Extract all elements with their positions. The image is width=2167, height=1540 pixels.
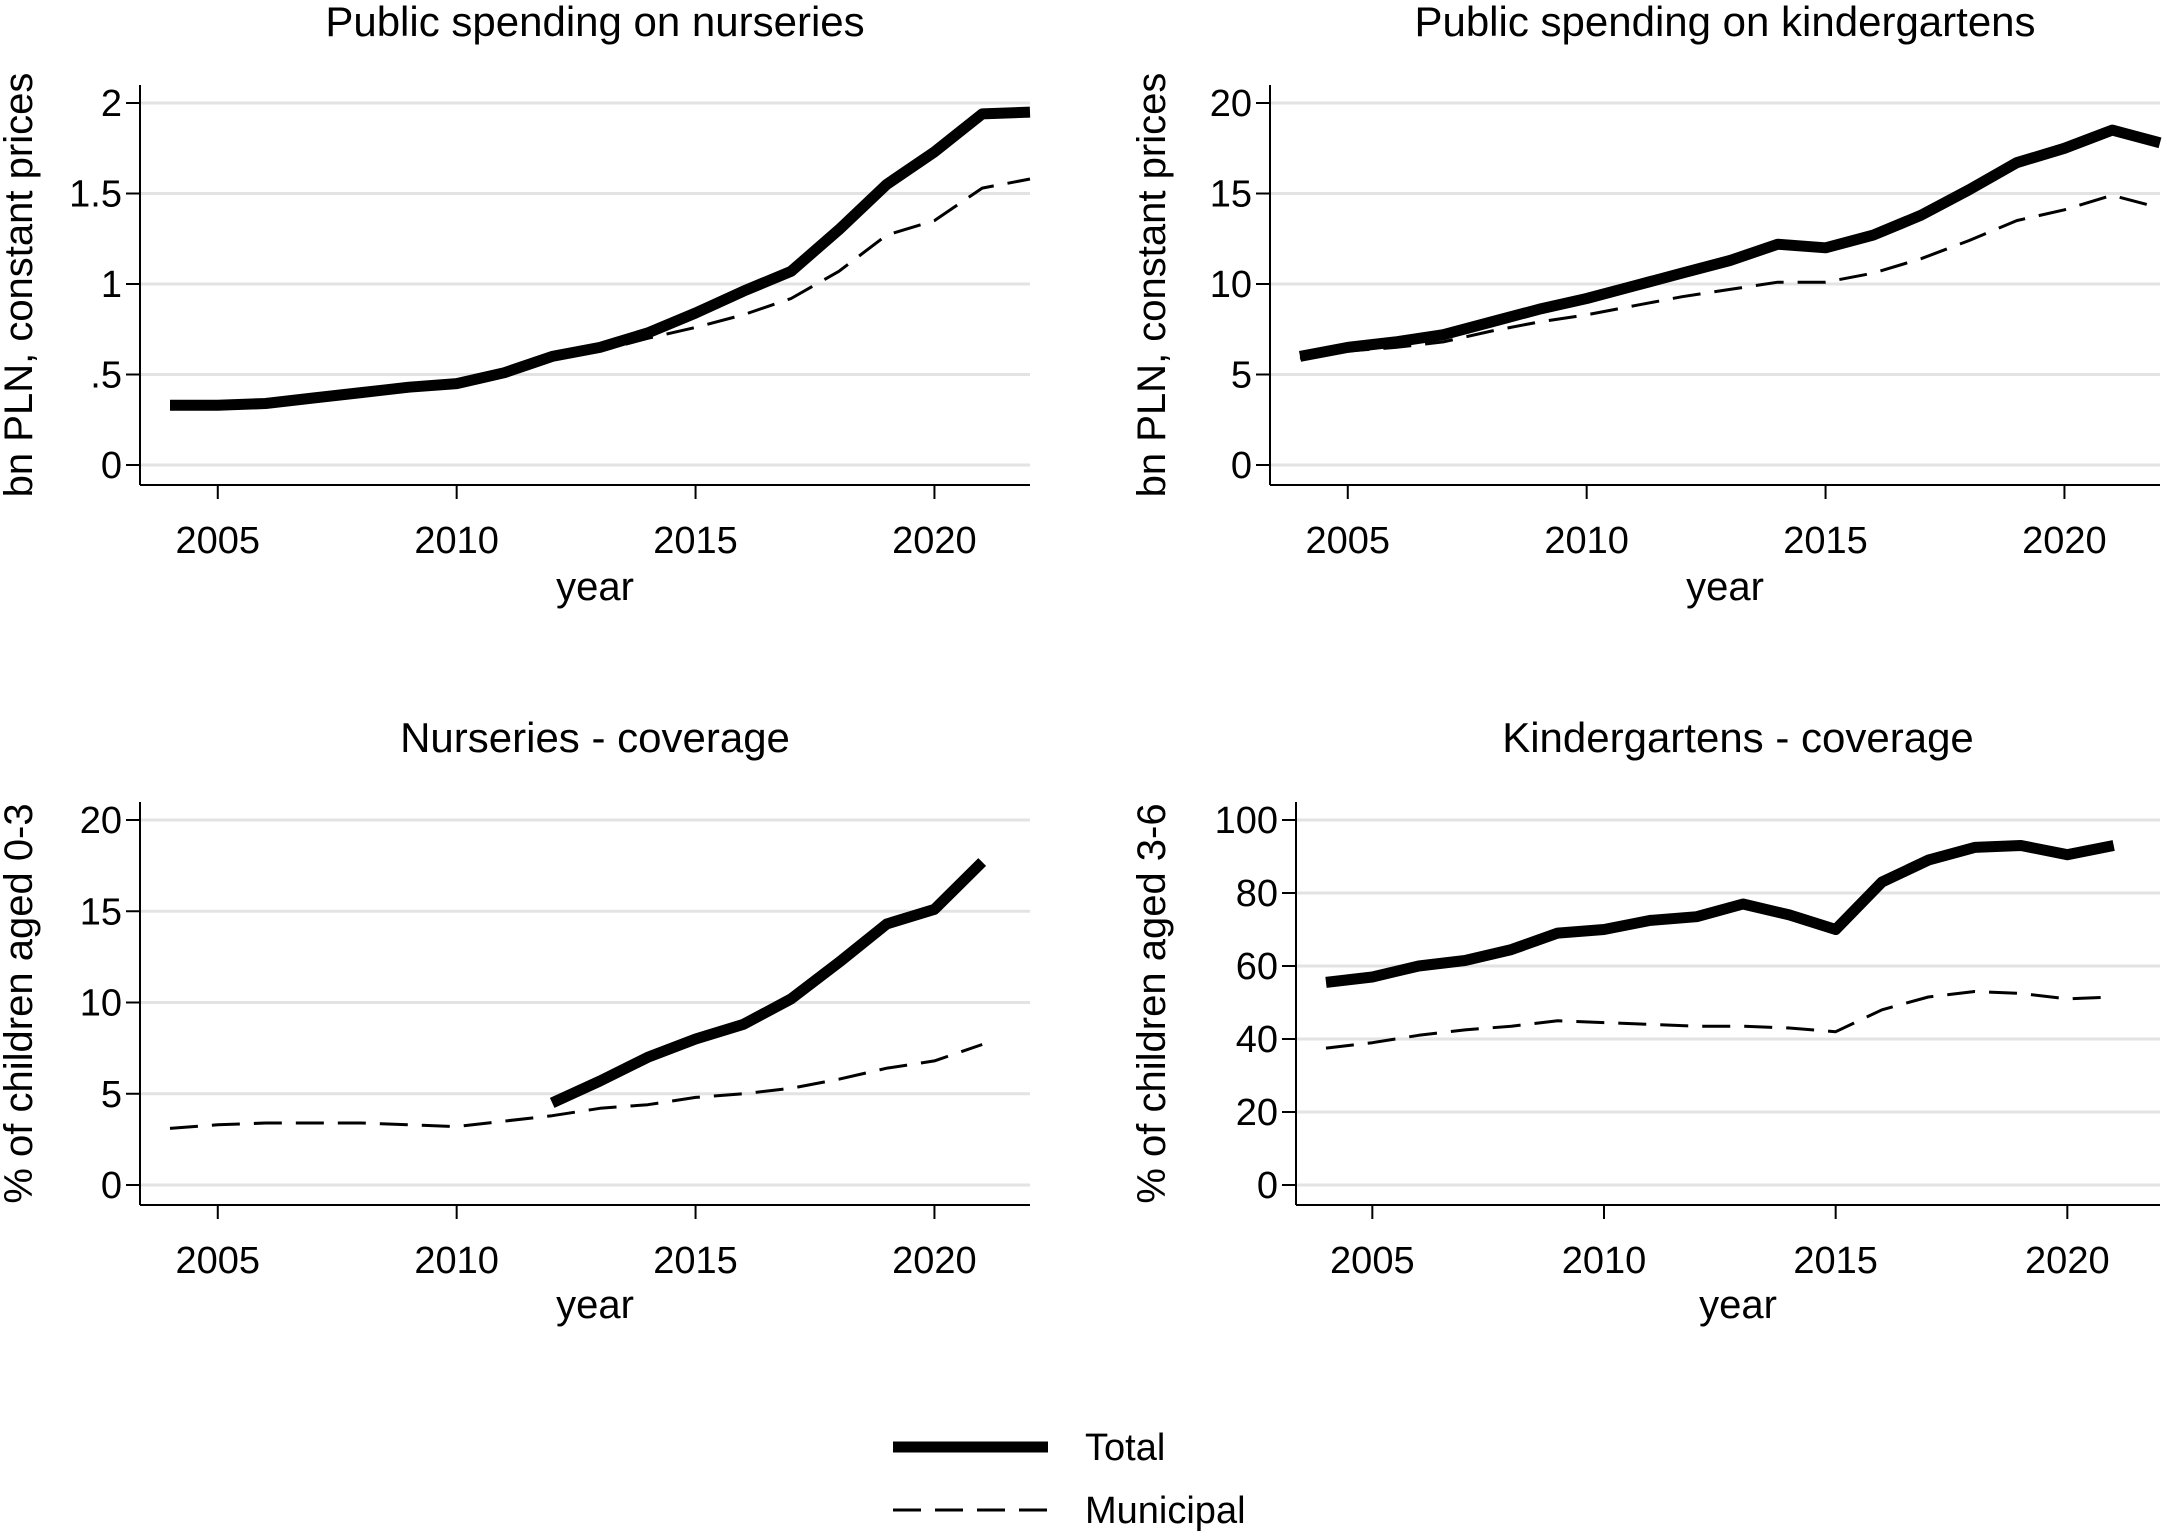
legend-label-municipal: Municipal <box>1085 1490 1246 1532</box>
series-line-total <box>1298 124 2162 362</box>
x-tick-label: 2010 <box>414 1240 499 1282</box>
y-tick-label: 60 <box>1236 946 1278 988</box>
series-line-municipal <box>169 1043 983 1130</box>
series-line-municipal <box>1299 193 2161 360</box>
x-tick-label: 2015 <box>1783 520 1868 562</box>
x-tick-label: 2010 <box>1562 1240 1647 1282</box>
y-tick-label: 0 <box>101 445 122 487</box>
chart-panel-2: 0 5 10 15 20 2005 2010 2015 2020 Public spending … <box>1130 0 2162 609</box>
x-tick-label: 2005 <box>176 520 261 562</box>
y-tick-label: 2 <box>101 83 122 125</box>
y-tick-label: 0 <box>101 1165 122 1207</box>
x-tick-label: 2020 <box>892 520 977 562</box>
x-tick-label: 2010 <box>414 520 499 562</box>
y-axis-label: bn PLN, constant prices <box>1130 73 1174 498</box>
x-tick-label: 2010 <box>1544 520 1629 562</box>
x-tick-label: 2005 <box>1306 520 1391 562</box>
y-tick-label: 40 <box>1236 1019 1278 1061</box>
x-tick-label: 2015 <box>653 520 738 562</box>
x-tick-label: 2020 <box>2025 1240 2110 1282</box>
y-axis-label: % of children aged 0-3 <box>0 803 41 1203</box>
y-tick-label: 15 <box>80 891 122 933</box>
y-tick-label: 10 <box>1210 264 1252 306</box>
chart-panel-4: 0 20 40 60 80 100 2005 2010 2015 2020 Kindergarten… <box>1130 714 2160 1327</box>
y-tick-label: 0 <box>1257 1165 1278 1207</box>
x-tick-label: 2015 <box>1793 1240 1878 1282</box>
y-tick-label: 10 <box>80 983 122 1025</box>
chart-title: Nurseries - coverage <box>400 714 790 761</box>
chart-panel-1: 0 .5 1 1.5 2 2005 2010 2015 2020 Public spending … <box>0 0 1031 609</box>
legend: Total Municipal <box>893 1427 1246 1532</box>
y-axis-label: bn PLN, constant prices <box>0 73 41 498</box>
y-tick-label: 5 <box>1231 355 1252 397</box>
y-axis-label: % of children aged 3-6 <box>1130 803 1174 1203</box>
y-tick-label: 5 <box>101 1074 122 1116</box>
x-tick-label: 2005 <box>176 1240 261 1282</box>
y-tick-label: 20 <box>80 800 122 842</box>
x-tick-label: 2020 <box>2022 520 2107 562</box>
chart-title: Kindergartens - coverage <box>1502 714 1974 761</box>
y-tick-label: 1.5 <box>69 174 122 216</box>
series-line-total <box>549 858 987 1108</box>
chart-title: Public spending on nurseries <box>325 0 864 45</box>
y-tick-label: .5 <box>90 355 122 397</box>
x-axis-label: year <box>556 565 634 609</box>
x-tick-label: 2015 <box>653 1240 738 1282</box>
series-line-total <box>1325 840 2115 988</box>
y-tick-label: 80 <box>1236 873 1278 915</box>
y-tick-label: 20 <box>1236 1092 1278 1134</box>
y-tick-label: 20 <box>1210 83 1252 125</box>
chart-title: Public spending on kindergartens <box>1414 0 2035 45</box>
chart-panel-3: 0 5 10 15 20 2005 2010 2015 2020 Nurseries - cove… <box>0 714 1030 1327</box>
x-axis-label: year <box>1699 1283 1777 1327</box>
series-line-municipal <box>1325 990 2114 1050</box>
y-tick-label: 1 <box>101 264 122 306</box>
x-axis-label: year <box>556 1283 634 1327</box>
x-axis-label: year <box>1686 565 1764 609</box>
x-tick-label: 2005 <box>1330 1240 1415 1282</box>
y-tick-label: 15 <box>1210 174 1252 216</box>
legend-label-total: Total <box>1085 1427 1165 1469</box>
y-tick-label: 0 <box>1231 445 1252 487</box>
y-tick-label: 100 <box>1215 800 1278 842</box>
series-line-municipal <box>170 177 1031 407</box>
x-tick-label: 2020 <box>892 1240 977 1282</box>
